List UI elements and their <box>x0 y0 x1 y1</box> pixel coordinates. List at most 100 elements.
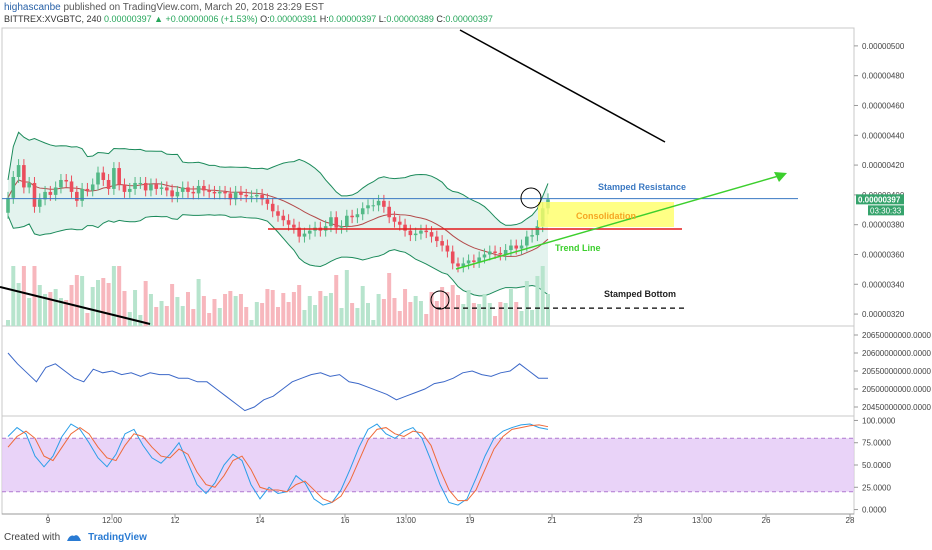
last-price: 0.00000397 <box>104 14 152 24</box>
countdown-tag-bg <box>868 205 904 216</box>
tradingview-logo-icon <box>66 533 82 543</box>
obv-line <box>7 352 548 412</box>
candle-body <box>503 250 508 255</box>
candle-body <box>106 179 111 189</box>
price-tick-label: 0.00000500 <box>862 42 905 51</box>
volume-bar <box>48 292 53 326</box>
volume-bar <box>175 297 180 326</box>
time-tick-label: 19 <box>466 516 475 525</box>
candle-body <box>487 251 492 255</box>
candle-body <box>149 184 153 191</box>
obv-tick-label: 20650000000.0000 <box>862 331 932 340</box>
candle-body <box>392 217 397 222</box>
time-tick-label: 13:00 <box>396 516 417 525</box>
footer: Created with TradingView <box>4 532 147 543</box>
time-tick-label: 12:00 <box>102 516 123 525</box>
candle-body <box>32 182 37 207</box>
candle-body <box>260 194 264 200</box>
volume-bar <box>96 280 100 326</box>
volume-bar <box>493 316 498 326</box>
volume-bar <box>524 281 529 326</box>
candle-body <box>212 191 217 194</box>
volume-bar <box>313 305 318 326</box>
volume-bar <box>191 309 196 326</box>
volume-bar <box>498 302 503 326</box>
low-value: 0.00000389 <box>386 14 434 24</box>
last-price-tag: 0.00000397 <box>858 195 901 204</box>
volume-bar <box>101 278 106 326</box>
trend-arrowhead <box>774 172 787 182</box>
volume-bar <box>546 294 550 326</box>
candle-body <box>339 226 344 228</box>
publish-text: published on TradingView.com, March 20, … <box>63 2 325 13</box>
price-tick-label: 0.00000460 <box>862 101 905 110</box>
volume-bar <box>344 270 349 326</box>
volume-bar <box>434 301 439 326</box>
candle-body <box>207 190 211 192</box>
candle-body <box>360 208 365 215</box>
time-tick-label: 16 <box>341 516 350 525</box>
stamped-bottom-label: Stamped Bottom <box>604 289 676 299</box>
candle-body <box>519 245 524 249</box>
author-link[interactable]: highascanbe <box>4 2 61 13</box>
candle-body <box>180 187 185 192</box>
candle-body <box>429 232 434 237</box>
volume-bar <box>117 266 122 326</box>
candle-body <box>493 251 497 253</box>
volume-bar <box>43 294 48 326</box>
volume-bar <box>471 303 476 326</box>
volume-bar <box>249 320 254 326</box>
volume-bar <box>477 304 482 326</box>
close-value: 0.00000397 <box>445 14 493 24</box>
price-tick-label: 0.00000480 <box>862 72 905 81</box>
high-label: H: <box>319 14 329 24</box>
candle-body <box>255 194 259 197</box>
obv-tick-label: 20500000000.0000 <box>862 385 932 394</box>
time-tick-label: 26 <box>762 516 771 525</box>
volume-bar <box>37 285 42 326</box>
volume-bar <box>366 303 370 326</box>
candle-body <box>265 199 270 204</box>
volume-bar <box>403 289 408 326</box>
time-tick-label: 9 <box>46 516 51 525</box>
resistance-touch-circle <box>520 187 542 209</box>
candle-body <box>223 191 227 194</box>
volume-bar <box>27 298 32 326</box>
candle-body <box>329 217 333 227</box>
candle-body <box>191 191 196 194</box>
candle-body <box>281 215 286 221</box>
candle-body <box>419 230 423 234</box>
candle-body <box>456 263 460 267</box>
volume-bar <box>514 302 519 326</box>
stoch-k-line <box>7 423 549 506</box>
open-value: 0.00000391 <box>269 14 318 24</box>
volume-bar <box>238 294 243 326</box>
volume-bar <box>450 285 455 326</box>
consolidation-label: Consolidation <box>576 211 636 221</box>
price-tick-label: 0.00000420 <box>862 161 905 170</box>
consolidation-zone <box>538 202 674 227</box>
tradingview-brand[interactable]: TradingView <box>88 532 147 543</box>
volume-bar <box>456 295 460 326</box>
volume-bar <box>461 304 466 326</box>
candle-body <box>64 179 69 182</box>
low-label: L: <box>378 14 387 24</box>
volume-bar <box>397 311 402 326</box>
candle-body <box>16 165 21 177</box>
time-tick-label: 28 <box>846 516 855 525</box>
candle-body <box>6 197 10 213</box>
candle-body <box>165 187 169 191</box>
price-tick-label: 0.00000440 <box>862 131 905 140</box>
volume-bar <box>350 303 355 326</box>
volume-bar <box>186 292 190 326</box>
candle-body <box>509 245 513 251</box>
high-value: 0.00000397 <box>328 14 377 24</box>
candle-body <box>387 206 391 218</box>
stoch-d-line <box>7 424 549 503</box>
candle-body <box>482 254 487 258</box>
volume-bar <box>392 298 397 326</box>
symbol-label: BITTREX:XVGBTC, 240 <box>4 14 102 24</box>
trend-line-label: Trend Line <box>555 243 601 253</box>
price-tick-label: 0.00000320 <box>862 310 905 319</box>
